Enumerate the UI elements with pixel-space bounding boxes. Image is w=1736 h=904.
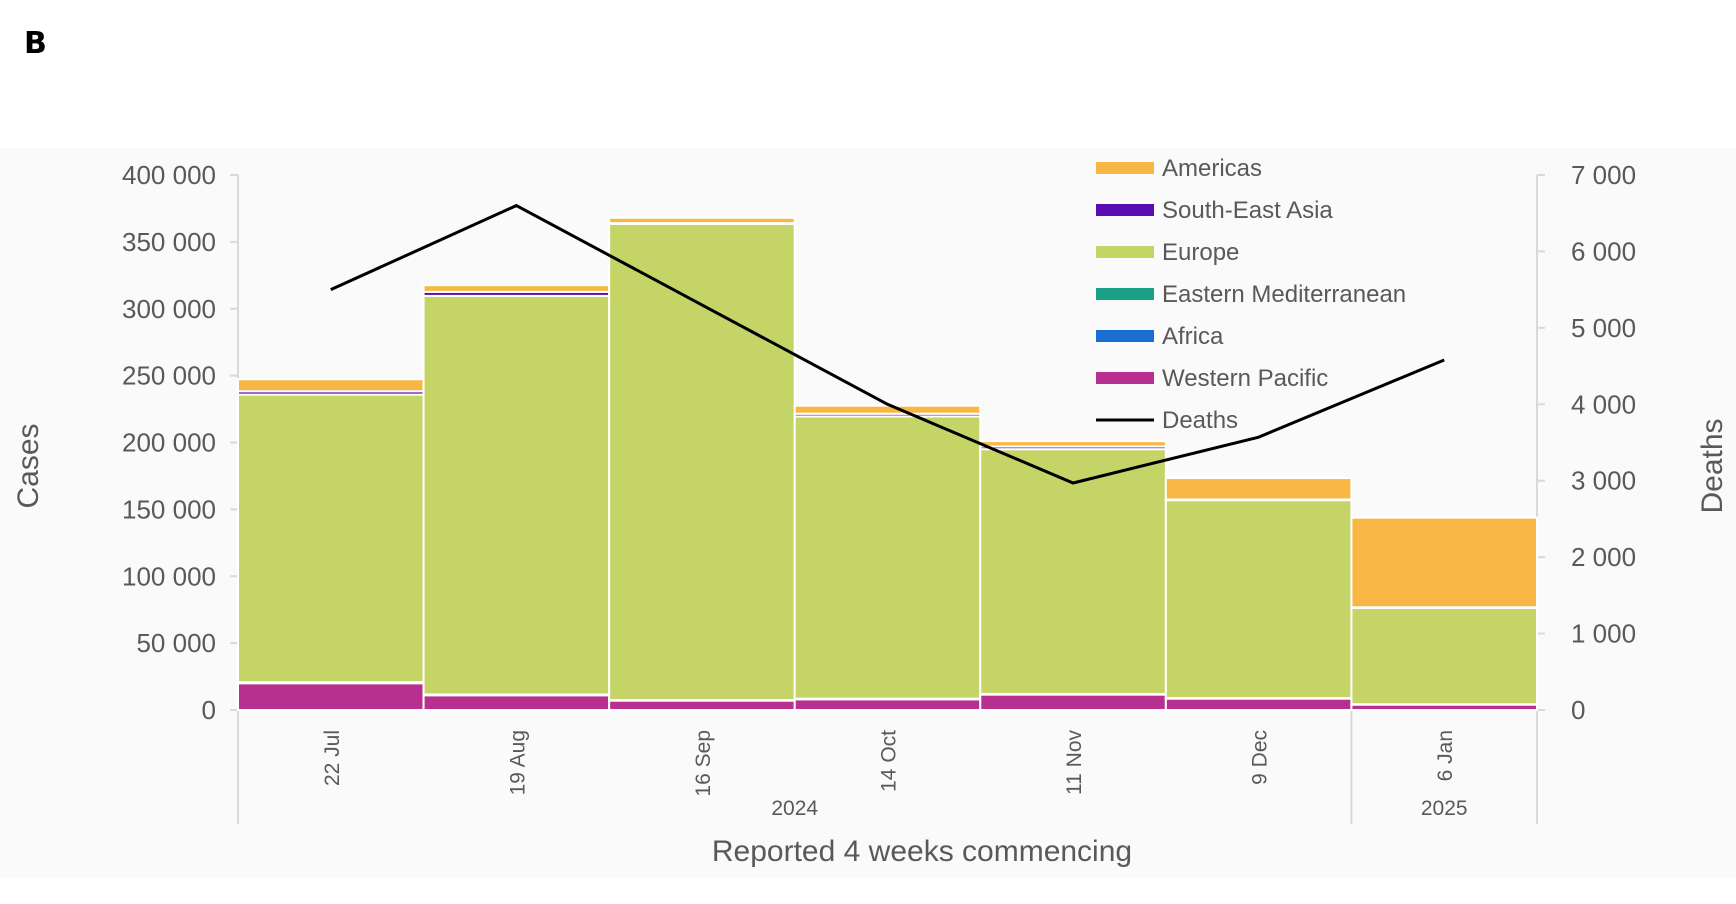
x-year-label: 2024 xyxy=(771,797,818,820)
y-left-tick-label: 150 000 xyxy=(122,494,216,524)
x-category-label: 6 Jan xyxy=(1434,730,1457,781)
x-category-label: 11 Nov xyxy=(1063,730,1086,795)
y-right-tick-label: 3 000 xyxy=(1571,466,1636,496)
bar-western-pacific-2 xyxy=(422,694,611,711)
bar-americas-7 xyxy=(1350,516,1539,609)
x-year-label: 2025 xyxy=(1421,797,1468,820)
bar-western-pacific-5 xyxy=(979,693,1167,712)
deaths-line-group xyxy=(330,203,1445,485)
bar-europe-3 xyxy=(608,222,796,701)
bar-western-pacific-6 xyxy=(1164,697,1353,711)
y-left-tick-label: 250 000 xyxy=(122,361,216,391)
legend-label-western-pacific: Western Pacific xyxy=(1162,365,1328,392)
legend-group: Americas South-East Asia Europe Eastern Med… xyxy=(1096,155,1406,434)
bar-americas-3 xyxy=(608,216,796,225)
y-right-tick-label: 6 000 xyxy=(1571,236,1636,266)
legend-label-europe: Europe xyxy=(1162,239,1239,266)
bar-western-pacific-1 xyxy=(237,682,425,711)
x-category-label: 22 Jul xyxy=(321,730,344,786)
bar-americas-4 xyxy=(793,404,982,415)
bar-western-pacific-3 xyxy=(608,699,796,712)
bar-americas-1 xyxy=(237,378,425,393)
bar-europe-6 xyxy=(1164,499,1353,700)
x-category-label: 14 Oct xyxy=(878,730,901,792)
bar-americas-5 xyxy=(979,440,1167,448)
y-left-tick-label: 400 000 xyxy=(122,160,216,190)
y-right-axis-title: Deaths xyxy=(1696,418,1729,513)
y-left-tick-label: 200 000 xyxy=(122,428,216,458)
y-right-tick-label: 4 000 xyxy=(1571,389,1636,419)
bars-group xyxy=(237,216,1539,712)
legend-swatch-africa xyxy=(1096,330,1154,342)
y-left-tick-label: 0 xyxy=(202,695,216,725)
combo-chart: 0 50 000 100 000 150 000 200 000 250 000 300 0… xyxy=(12,155,1729,868)
bar-americas-6 xyxy=(1164,477,1353,501)
legend-swatch-europe xyxy=(1096,246,1154,258)
bar-europe-5 xyxy=(979,448,1167,695)
legend-label-africa: Africa xyxy=(1162,323,1224,350)
y-right-tick-label: 2 000 xyxy=(1571,542,1636,572)
tick-labels-group: 0 50 000 100 000 150 000 200 000 250 000 300 0… xyxy=(122,160,1636,820)
legend-label-south-east-asia: South-East Asia xyxy=(1162,197,1333,224)
bar-europe-7 xyxy=(1350,606,1539,706)
legend-label-eastern-mediterranean: Eastern Mediterranean xyxy=(1162,281,1406,308)
y-left-axis-title: Cases xyxy=(12,423,45,508)
panel-label: B xyxy=(24,26,47,61)
x-category-label: 16 Sep xyxy=(692,730,715,797)
bar-europe-2 xyxy=(422,294,611,696)
legend-swatch-americas xyxy=(1096,162,1154,174)
chart-area: 0 50 000 100 000 150 000 200 000 250 000 300 0… xyxy=(0,148,1736,878)
y-right-tick-label: 7 000 xyxy=(1571,160,1636,190)
x-category-label: 9 Dec xyxy=(1249,730,1272,785)
x-category-label: 19 Aug xyxy=(506,730,529,795)
bar-western-pacific-4 xyxy=(793,698,982,711)
legend-swatch-south-east-asia xyxy=(1096,204,1154,216)
x-axis-title: Reported 4 weeks commencing xyxy=(712,835,1132,868)
bar-americas-2 xyxy=(422,284,611,293)
legend-swatch-eastern-mediterranean xyxy=(1096,288,1154,300)
y-right-tick-label: 5 000 xyxy=(1571,313,1636,343)
legend-label-americas: Americas xyxy=(1162,155,1262,182)
legend-swatch-western-pacific xyxy=(1096,372,1154,384)
bar-europe-1 xyxy=(237,393,425,684)
legend-label-deaths: Deaths xyxy=(1162,407,1238,434)
y-left-tick-label: 350 000 xyxy=(122,227,216,257)
y-left-tick-label: 100 000 xyxy=(122,561,216,591)
y-right-tick-label: 1 000 xyxy=(1571,619,1636,649)
y-right-tick-label: 0 xyxy=(1571,695,1585,725)
y-left-tick-label: 50 000 xyxy=(136,628,216,658)
bar-europe-4 xyxy=(793,415,982,700)
y-left-tick-label: 300 000 xyxy=(122,294,216,324)
